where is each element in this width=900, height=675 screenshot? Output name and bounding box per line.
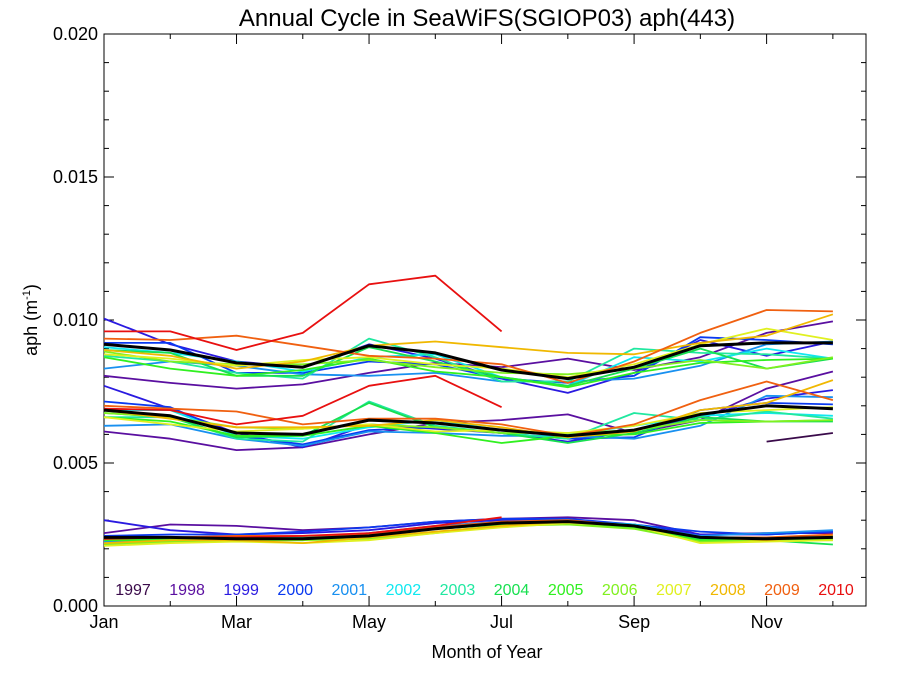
mean-line-high	[103, 341, 833, 381]
y-axis-label-close: )	[21, 284, 41, 290]
legend-item-2000: 2000	[277, 582, 313, 599]
series-line-2008-mid	[103, 379, 834, 439]
y-tick-label: 0.015	[53, 167, 98, 187]
legend-item-2005: 2005	[548, 582, 584, 599]
legend-item-1999: 1999	[223, 582, 259, 599]
legend-item-2001: 2001	[332, 582, 368, 599]
legend-item-2010: 2010	[818, 582, 854, 599]
legend-item-1998: 1998	[169, 582, 205, 599]
x-tick-label: Nov	[751, 612, 783, 632]
x-tick-label: Mar	[221, 612, 252, 632]
mean-line-mid	[103, 404, 833, 438]
series-line-2000-high	[104, 336, 833, 384]
series-line-2010-mid	[103, 374, 502, 426]
chart-title: Annual Cycle in SeaWiFS(SGIOP03) aph(443…	[239, 5, 735, 32]
series-line-2005-mid	[103, 416, 833, 444]
legend-item-2006: 2006	[602, 582, 638, 599]
legend-item-2007: 2007	[656, 582, 692, 599]
legend-item-2003: 2003	[440, 582, 476, 599]
y-axis-label-main: aph (m	[21, 300, 41, 356]
legend-item-2004: 2004	[494, 582, 530, 599]
series-line-2010-high	[104, 274, 503, 351]
mean-lines	[103, 341, 833, 541]
legend: 1997 1998 1999 2000 2001 2002 2003 2004 2005 2006…	[115, 582, 854, 599]
series-line-2009-mid	[103, 380, 834, 437]
series-line-2005-high	[103, 356, 833, 389]
y-axis-label-sup: -1	[21, 290, 33, 300]
series-line-1997-mid	[766, 432, 834, 443]
legend-item-2002: 2002	[386, 582, 422, 599]
legend-item-2008: 2008	[710, 582, 746, 599]
y-tick-label: 0.005	[53, 453, 98, 473]
legend-item-1997: 1997	[115, 582, 151, 599]
x-tick-label: May	[352, 612, 386, 632]
x-axis: Jan Mar May Jul Sep Nov	[89, 34, 834, 632]
x-tick-label: Sep	[618, 612, 650, 632]
x-tick-label: Jul	[490, 612, 513, 632]
mean-line-low	[104, 520, 833, 541]
x-tick-label: Jan	[89, 612, 118, 632]
y-tick-label: 0.010	[53, 310, 98, 330]
legend-item-2009: 2009	[764, 582, 800, 599]
series-line-2000-low	[103, 517, 833, 537]
series-line-2007-low	[103, 522, 833, 547]
y-axis: 0.000 0.005 0.010 0.015 0.020	[53, 24, 866, 616]
y-tick-label: 0.020	[53, 24, 98, 44]
x-axis-label: Month of Year	[431, 642, 542, 662]
series-line-2008-high	[103, 313, 834, 370]
y-tick-label: 0.000	[53, 596, 98, 616]
y-axis-label: aph (m-1)	[21, 284, 41, 356]
